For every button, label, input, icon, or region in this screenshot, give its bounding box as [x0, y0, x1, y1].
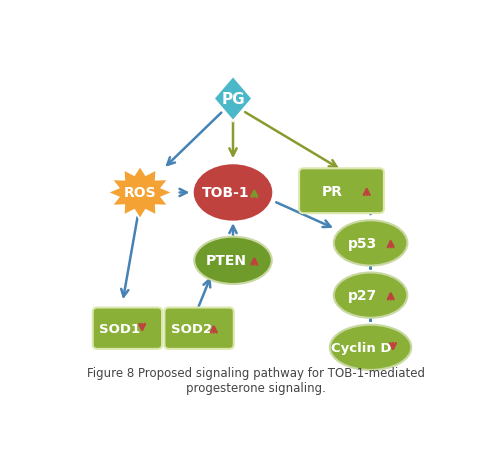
Text: SOD1: SOD1 [99, 322, 140, 335]
Ellipse shape [194, 237, 272, 285]
Ellipse shape [330, 325, 411, 370]
Polygon shape [214, 77, 252, 122]
Text: p27: p27 [348, 289, 378, 303]
Polygon shape [107, 166, 173, 220]
FancyBboxPatch shape [164, 308, 234, 349]
Text: PR: PR [322, 184, 342, 198]
Text: PG: PG [221, 92, 245, 107]
Text: SOD2: SOD2 [171, 322, 212, 335]
FancyBboxPatch shape [299, 169, 384, 214]
Text: TOB-1: TOB-1 [202, 186, 250, 200]
Text: PTEN: PTEN [206, 254, 246, 268]
Ellipse shape [192, 164, 274, 222]
Text: Figure 8 Proposed signaling pathway for TOB-1-mediated
progesterone signaling.: Figure 8 Proposed signaling pathway for … [88, 367, 425, 395]
Text: Cyclin D: Cyclin D [330, 341, 391, 354]
Text: ROS: ROS [124, 186, 156, 200]
Text: p53: p53 [348, 236, 378, 250]
Ellipse shape [334, 221, 407, 266]
Ellipse shape [334, 273, 407, 318]
FancyBboxPatch shape [92, 308, 162, 349]
